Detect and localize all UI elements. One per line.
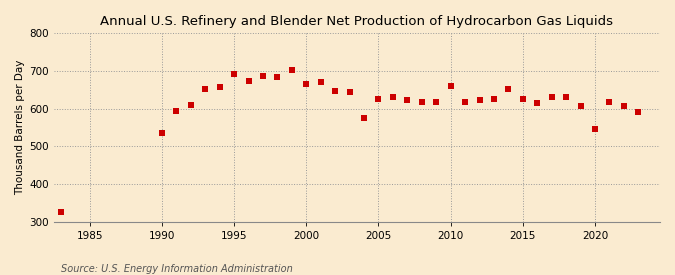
Point xyxy=(387,95,398,100)
Point xyxy=(214,85,225,89)
Point xyxy=(561,95,572,100)
Point xyxy=(286,68,297,72)
Point xyxy=(330,88,341,93)
Point xyxy=(633,110,644,115)
Point xyxy=(243,79,254,83)
Point xyxy=(402,98,412,102)
Y-axis label: Thousand Barrels per Day: Thousand Barrels per Day xyxy=(15,60,25,195)
Point xyxy=(200,87,211,91)
Point xyxy=(575,104,586,109)
Point xyxy=(460,99,470,104)
Point xyxy=(186,103,196,107)
Point xyxy=(474,98,485,102)
Point xyxy=(618,104,629,108)
Point xyxy=(431,100,441,104)
Point xyxy=(532,101,543,106)
Point xyxy=(604,100,615,104)
Point xyxy=(358,116,369,120)
Point xyxy=(546,95,557,100)
Title: Annual U.S. Refinery and Blender Net Production of Hydrocarbon Gas Liquids: Annual U.S. Refinery and Blender Net Pro… xyxy=(101,15,614,28)
Point xyxy=(229,72,240,76)
Point xyxy=(503,87,514,91)
Point xyxy=(518,97,529,101)
Point xyxy=(446,84,456,88)
Point xyxy=(272,75,283,79)
Point xyxy=(489,97,500,101)
Point xyxy=(344,90,355,94)
Point xyxy=(416,99,427,104)
Point xyxy=(301,82,312,86)
Text: Source: U.S. Energy Information Administration: Source: U.S. Energy Information Administ… xyxy=(61,264,292,274)
Point xyxy=(157,131,167,135)
Point xyxy=(315,80,326,84)
Point xyxy=(373,97,384,101)
Point xyxy=(258,73,269,78)
Point xyxy=(171,109,182,114)
Point xyxy=(590,126,601,131)
Point xyxy=(55,210,66,214)
